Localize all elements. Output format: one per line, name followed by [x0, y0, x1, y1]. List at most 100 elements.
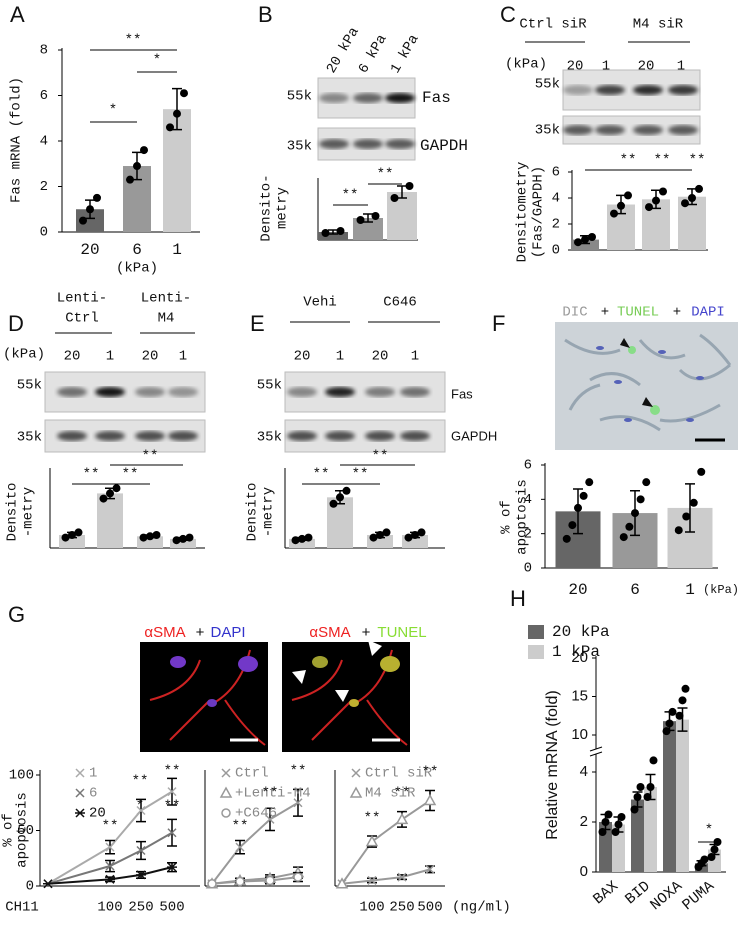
blot-band — [668, 85, 698, 95]
legend-label: +Lenti-M4 — [235, 786, 311, 802]
blot-band — [287, 387, 317, 397]
data-point — [681, 684, 690, 693]
significance-label: ** — [122, 467, 139, 483]
y-axis-label: (Fas/GAPDH) — [531, 166, 547, 258]
group-label: Lenti- — [141, 291, 191, 307]
blot-band — [319, 139, 349, 149]
significance-label: * — [705, 823, 713, 839]
error-bar — [677, 707, 688, 732]
data-point — [365, 835, 379, 847]
mw-marker: 55k — [535, 77, 560, 93]
data-point — [601, 818, 610, 826]
legend-label: 1 — [89, 766, 97, 782]
data-point — [604, 810, 613, 819]
group-label: M4 — [158, 311, 175, 327]
significance-label: ** — [377, 167, 394, 183]
data-point — [61, 533, 70, 542]
blot-band — [385, 139, 415, 149]
significance-label: ** — [164, 764, 181, 780]
legend-label: 6 — [89, 786, 97, 802]
legend-label: Ctrl siR — [365, 766, 433, 782]
data-point — [397, 872, 407, 882]
unit-label: (kPa) — [3, 347, 45, 363]
legend-label: +C646 — [235, 806, 277, 822]
data-point — [99, 494, 108, 503]
data-point — [404, 533, 413, 542]
data-point — [574, 503, 582, 512]
x-axis-label: CH11 — [5, 900, 39, 916]
legend-label: Ctrl — [235, 766, 269, 782]
data-point — [633, 793, 642, 801]
x-tick-label: 250 — [389, 900, 414, 916]
data-point — [235, 876, 245, 887]
y-tick-label: 4 — [40, 134, 48, 150]
blot-band — [168, 387, 198, 397]
data-point — [43, 879, 53, 889]
significance-label: ** — [232, 819, 249, 835]
y-tick-label: 2 — [40, 179, 48, 195]
x-tick-label: 250 — [128, 900, 153, 916]
legend-label: 20 — [89, 806, 106, 822]
data-point — [562, 534, 571, 543]
data-point — [681, 199, 689, 208]
series-line — [47, 790, 173, 885]
mw-marker: 55k — [287, 89, 312, 105]
lane-label: 6 kPa — [356, 32, 391, 76]
data-point — [68, 531, 76, 539]
lane-label: 20 — [294, 349, 311, 365]
data-point — [678, 696, 687, 705]
y-axis-label: Densito- — [259, 174, 275, 241]
blot-band — [595, 125, 625, 135]
data-point — [180, 89, 188, 98]
mw-marker: 55k — [17, 378, 42, 394]
data-point — [682, 512, 691, 521]
caption: + — [673, 305, 681, 321]
data-point — [167, 862, 177, 872]
data-point — [574, 238, 582, 247]
x-tick-label: 20 — [80, 241, 99, 259]
panel-letter: D — [8, 311, 24, 336]
error-bar — [172, 87, 182, 131]
y-axis-label: apoptosis — [515, 479, 531, 555]
series-line — [211, 801, 299, 885]
data-point — [675, 711, 684, 720]
data-point — [417, 528, 426, 537]
significance-label: ** — [372, 449, 389, 465]
x-tick-label: 20 — [568, 581, 587, 599]
legend-marker — [75, 768, 85, 778]
data-point — [106, 489, 114, 498]
micrograph — [555, 322, 738, 450]
data-point — [185, 533, 194, 542]
x-tick-label: 500 — [417, 900, 442, 916]
panel-letter: F — [492, 311, 505, 336]
data-point — [614, 820, 623, 829]
significance-label: * — [109, 103, 117, 119]
x-tick-label: NOXA — [647, 878, 686, 914]
panel-letter: G — [8, 602, 25, 627]
data-point — [423, 793, 437, 806]
blot-band — [95, 431, 125, 441]
blot-band — [57, 431, 87, 441]
blot-band — [400, 387, 430, 397]
data-point — [630, 805, 639, 814]
x-tick-label: 100 — [359, 900, 384, 916]
blot-band — [168, 431, 198, 441]
significance-label: ** — [352, 467, 369, 483]
legend-marker — [219, 786, 233, 798]
data-point — [700, 855, 709, 864]
mw-marker: 35k — [17, 430, 42, 446]
y-tick-label: 0 — [524, 561, 532, 577]
blot-band — [95, 387, 125, 397]
bar — [318, 232, 348, 240]
panel-letter: B — [258, 2, 273, 27]
blot-band — [365, 431, 395, 441]
data-point — [74, 528, 83, 537]
data-point — [674, 526, 683, 535]
significance-label: ** — [164, 799, 181, 815]
data-point — [598, 828, 607, 836]
data-point — [588, 233, 596, 241]
data-point — [645, 203, 653, 212]
caption: + — [601, 305, 609, 321]
data-point — [617, 813, 626, 821]
data-point — [585, 478, 594, 487]
